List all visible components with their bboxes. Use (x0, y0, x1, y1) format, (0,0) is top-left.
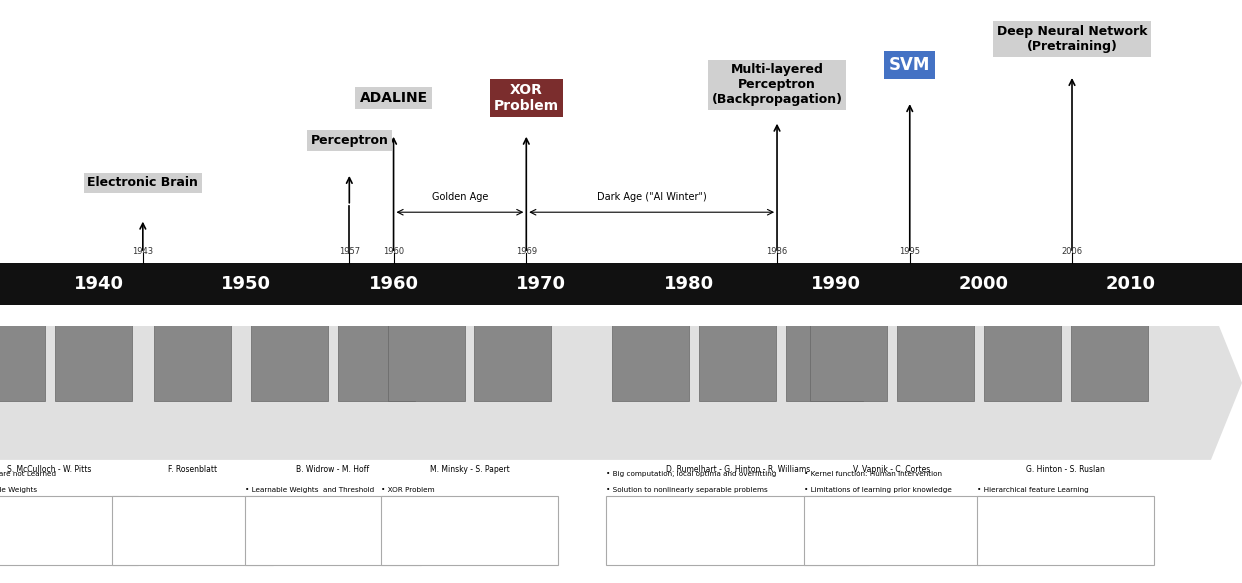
Text: V. Vapnik - C. Cortes: V. Vapnik - C. Cortes (853, 465, 930, 474)
FancyBboxPatch shape (112, 496, 273, 565)
Text: Deep Neural Network
(Pretraining): Deep Neural Network (Pretraining) (997, 25, 1148, 53)
Text: 1969: 1969 (515, 247, 537, 257)
FancyBboxPatch shape (381, 496, 558, 565)
FancyBboxPatch shape (55, 314, 132, 401)
FancyBboxPatch shape (338, 314, 415, 401)
FancyBboxPatch shape (0, 496, 138, 565)
Text: D. Rumelhart - G. Hinton - R. Williams: D. Rumelhart - G. Hinton - R. Williams (666, 465, 810, 474)
Text: • Limitations of learning prior knowledge: • Limitations of learning prior knowledg… (804, 487, 951, 493)
FancyBboxPatch shape (606, 496, 869, 565)
Text: • Learnable Weights  and Threshold: • Learnable Weights and Threshold (245, 487, 374, 493)
FancyBboxPatch shape (251, 314, 328, 401)
Text: G. Hinton - S. Ruslan: G. Hinton - S. Ruslan (1026, 465, 1105, 474)
Text: • Big computation, local optima and overfitting: • Big computation, local optima and over… (606, 470, 776, 476)
Text: 1950: 1950 (221, 275, 271, 293)
Text: 1960: 1960 (383, 247, 404, 257)
Text: 1980: 1980 (663, 275, 714, 293)
Text: ADALINE: ADALINE (359, 91, 427, 105)
Text: 1995: 1995 (899, 247, 920, 257)
Text: Golden Age: Golden Age (432, 192, 488, 202)
FancyBboxPatch shape (810, 314, 887, 401)
Text: B. Widrow - M. Hoff: B. Widrow - M. Hoff (297, 465, 369, 474)
FancyBboxPatch shape (1071, 314, 1148, 401)
Text: • Solution to nonlinearly separable problems: • Solution to nonlinearly separable prob… (606, 487, 768, 493)
FancyBboxPatch shape (699, 314, 776, 401)
Text: 1940: 1940 (73, 275, 124, 293)
Text: 2010: 2010 (1105, 275, 1156, 293)
Text: 1970: 1970 (515, 275, 566, 293)
FancyBboxPatch shape (154, 314, 231, 401)
FancyBboxPatch shape (0, 263, 1242, 305)
Text: 1943: 1943 (132, 247, 154, 257)
Text: XOR
Problem: XOR Problem (494, 83, 559, 113)
Text: 1960: 1960 (369, 275, 419, 293)
Text: Perceptron: Perceptron (310, 134, 389, 147)
Text: 1986: 1986 (766, 247, 787, 257)
FancyBboxPatch shape (245, 496, 421, 565)
Text: • Hierarchical feature Learning: • Hierarchical feature Learning (977, 487, 1089, 493)
FancyBboxPatch shape (897, 314, 974, 401)
FancyBboxPatch shape (977, 496, 1154, 565)
Text: F. Rosenblatt: F. Rosenblatt (168, 465, 217, 474)
FancyBboxPatch shape (786, 314, 863, 401)
FancyBboxPatch shape (984, 314, 1061, 401)
Text: • Adjustable Weights: • Adjustable Weights (0, 487, 37, 493)
Text: 2000: 2000 (959, 275, 1009, 293)
Text: • Kernel function: Human Intervention: • Kernel function: Human Intervention (804, 470, 941, 476)
Text: 2006: 2006 (1062, 247, 1083, 257)
FancyBboxPatch shape (804, 496, 980, 565)
FancyBboxPatch shape (388, 314, 465, 401)
Polygon shape (0, 306, 1242, 460)
Text: 1990: 1990 (811, 275, 861, 293)
Text: 1957: 1957 (339, 247, 360, 257)
Text: Multi-layered
Perceptron
(Backpropagation): Multi-layered Perceptron (Backpropagatio… (712, 64, 842, 106)
Text: • XOR Problem: • XOR Problem (381, 487, 435, 493)
FancyBboxPatch shape (0, 314, 45, 401)
Text: M. Minsky - S. Papert: M. Minsky - S. Papert (430, 465, 509, 474)
Text: • Weights are not Learned: • Weights are not Learned (0, 470, 57, 476)
Text: SVM: SVM (889, 57, 930, 74)
Text: S. McCulloch - W. Pitts: S. McCulloch - W. Pitts (7, 465, 92, 474)
FancyBboxPatch shape (612, 314, 689, 401)
Text: Electronic Brain: Electronic Brain (87, 176, 199, 189)
Text: Dark Age ("AI Winter"): Dark Age ("AI Winter") (597, 192, 707, 202)
FancyBboxPatch shape (474, 314, 551, 401)
